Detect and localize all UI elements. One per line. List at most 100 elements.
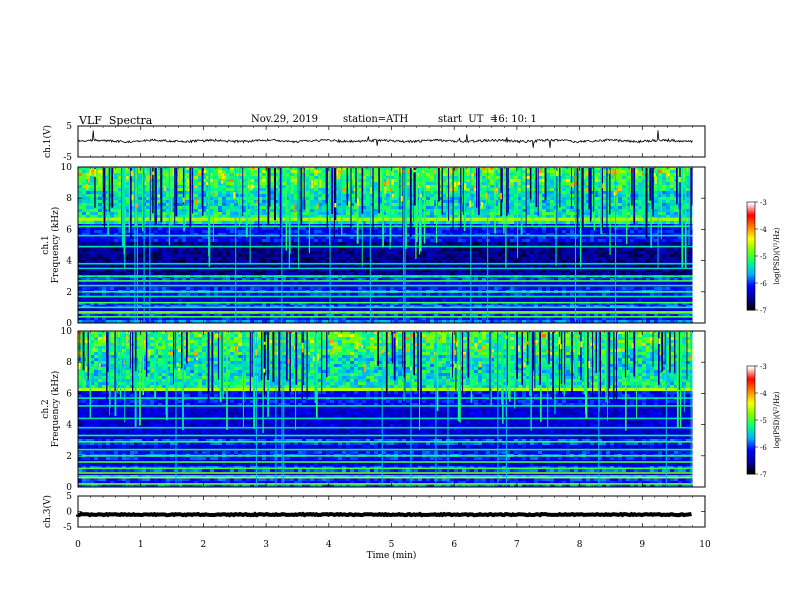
spectrogram-cell [282, 194, 286, 197]
spectrogram-cell [482, 179, 486, 182]
spectrogram-cell [690, 230, 693, 233]
spectrogram-cell [406, 206, 410, 209]
spectrogram-cell [526, 248, 530, 251]
spectrogram-cell [666, 170, 670, 173]
spectrogram-cell [586, 182, 590, 185]
spectrogram-cell [258, 191, 262, 194]
spectrogram-cell [98, 239, 102, 242]
spectrogram-cell [366, 173, 370, 176]
spectrogram-cell [326, 257, 330, 260]
spectrogram-cell [290, 203, 294, 206]
spectrogram-cell [158, 176, 162, 179]
spectrogram-cell [582, 185, 586, 188]
spectrogram-cell [126, 254, 130, 257]
spectrogram-cell [570, 200, 574, 203]
spectrogram-cell [654, 257, 658, 260]
spectrogram-cell [202, 230, 206, 233]
spectrogram-cell [622, 170, 626, 173]
spectrogram-cell [558, 227, 562, 230]
spectrogram-cell [622, 221, 626, 224]
spectrogram-cell [538, 176, 542, 179]
spectrogram-cell [458, 188, 462, 191]
spectrogram-cell [362, 170, 366, 173]
spectrogram-cell [358, 260, 362, 263]
spectrogram-cell [394, 209, 398, 212]
spectrogram-cell [514, 209, 518, 212]
spectrogram-cell [130, 242, 134, 245]
spectrogram-cell [430, 185, 434, 188]
spectrogram-cell [658, 173, 662, 176]
spectrogram-cell [270, 248, 274, 251]
spectrogram-cell [466, 176, 470, 179]
spectrogram-cell [410, 251, 414, 254]
spectrogram-cell [454, 170, 458, 173]
spectrogram-cell [526, 167, 530, 170]
spectrogram-cell [270, 170, 274, 173]
spectrogram-cell [582, 251, 586, 254]
spectrogram-cell [166, 212, 170, 215]
spectrogram-cell [338, 248, 342, 251]
spectrogram-cell [642, 230, 646, 233]
spectrogram-cell [294, 188, 298, 191]
spectrogram-cell [622, 251, 626, 254]
spectrogram-cell [590, 254, 594, 257]
spectrogram-cell [562, 236, 566, 239]
spectrogram-cell [562, 251, 566, 254]
spectrogram-cell [150, 176, 154, 179]
spectrogram-cell [462, 257, 466, 260]
spectrogram-cell [314, 173, 318, 176]
spectrogram-cell [110, 239, 114, 242]
spectrogram-cell [446, 227, 450, 230]
spectrogram-cell [306, 182, 310, 185]
spectrogram-cell [106, 239, 110, 242]
spectrogram-cell [242, 230, 246, 233]
spectrogram-cell [254, 203, 258, 206]
spectrogram-cell [342, 179, 346, 182]
spectrogram-cell [494, 176, 498, 179]
spectrogram-cell [334, 242, 338, 245]
spectrogram-cell [338, 239, 342, 242]
spectrogram-cell [214, 194, 218, 197]
spectrogram-cell [370, 212, 374, 215]
spectrogram-cell [166, 194, 170, 197]
spectrogram-cell [566, 167, 570, 170]
spectrogram-cell [634, 254, 638, 257]
spectrogram-cell [126, 257, 130, 260]
spectrogram-cell [98, 188, 102, 191]
spectrogram-cell [366, 179, 370, 182]
spectrogram-cell [498, 257, 502, 260]
spectrogram-cell [126, 182, 130, 185]
spectrogram-cell [646, 209, 650, 212]
spectrogram-cell [346, 215, 350, 218]
spectrogram-cell [110, 260, 114, 263]
spectrogram-cell [466, 206, 470, 209]
spectrogram-cell [598, 197, 602, 200]
spectrogram-cell [362, 206, 366, 209]
spectrogram-cell [494, 203, 498, 206]
spectrogram-cell [198, 179, 202, 182]
spectrogram-cell [494, 170, 498, 173]
spectrogram-cell [626, 248, 630, 251]
spectrogram-cell [210, 254, 214, 257]
spectrogram-cell [406, 197, 410, 200]
spectrogram-cell [178, 188, 182, 191]
spectrogram-cell [190, 170, 194, 173]
spectrogram-cell [230, 221, 234, 224]
spectrogram-cell [458, 215, 462, 218]
spectrogram-cell [570, 197, 574, 200]
spectrogram-cell [534, 254, 538, 257]
spectrogram-cell [218, 212, 222, 215]
spectrogram-cell [682, 206, 686, 209]
spectrogram-cell [138, 167, 142, 170]
spectrogram-cell [518, 251, 522, 254]
spectrogram-cell [478, 230, 482, 233]
spectrogram-cell [626, 173, 630, 176]
spectrogram-cell [282, 206, 286, 209]
spectrogram-cell [102, 227, 106, 230]
spectrogram-cell [366, 257, 370, 260]
spectrogram-cell [546, 182, 550, 185]
spectrogram-cell [306, 200, 310, 203]
spectrogram-cell [462, 251, 466, 254]
spectrogram-cell [310, 194, 314, 197]
spectrogram-cell [338, 215, 342, 218]
